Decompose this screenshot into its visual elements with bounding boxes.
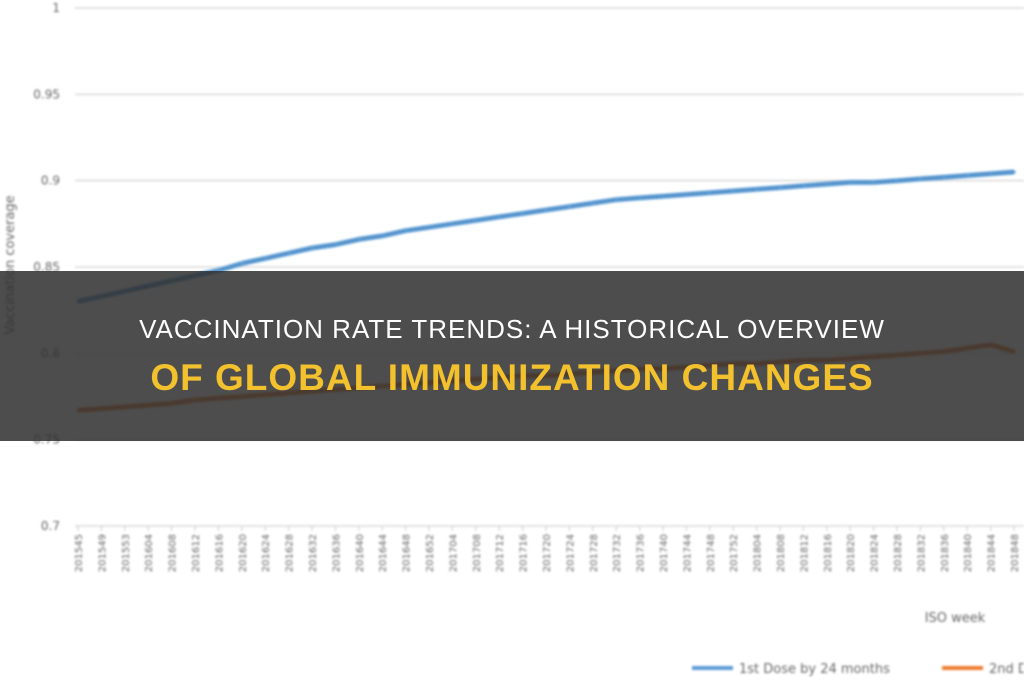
data-point bbox=[778, 186, 782, 190]
y-axis-ticks: 0.70.750.80.850.90.951 bbox=[33, 1, 60, 533]
data-point bbox=[240, 261, 244, 266]
x-tick-label: 201752 bbox=[729, 534, 740, 572]
data-point bbox=[661, 194, 665, 198]
y-tick-label: 1 bbox=[52, 1, 60, 15]
x-tick-label: 201604 bbox=[144, 534, 155, 572]
data-point bbox=[825, 182, 829, 186]
x-tick-label: 201620 bbox=[238, 534, 249, 572]
x-tick-label: 201748 bbox=[706, 534, 717, 572]
data-point bbox=[614, 198, 618, 202]
x-tick-label: 201624 bbox=[261, 534, 272, 572]
data-point bbox=[497, 215, 501, 219]
x-tick-label: 201652 bbox=[425, 534, 436, 572]
legend-label-second-dose: 2nd D bbox=[989, 662, 1024, 677]
x-tick-label: 201708 bbox=[472, 534, 483, 572]
data-point bbox=[287, 251, 291, 255]
data-point bbox=[708, 191, 712, 195]
x-tick-label: 201616 bbox=[214, 534, 225, 572]
data-point bbox=[755, 187, 759, 191]
x-tick-label: 201848 bbox=[1010, 534, 1021, 572]
data-point bbox=[333, 243, 337, 247]
x-tick-label: 201808 bbox=[776, 534, 787, 572]
x-tick-label: 201632 bbox=[308, 534, 319, 572]
x-tick-label: 201832 bbox=[916, 534, 927, 572]
x-tick-label: 201549 bbox=[97, 534, 108, 572]
data-point bbox=[801, 184, 806, 188]
x-tick-label: 201724 bbox=[565, 534, 576, 572]
x-tick-label: 201744 bbox=[682, 534, 693, 572]
data-point bbox=[404, 229, 408, 233]
data-point bbox=[731, 189, 735, 193]
x-tick-label: 201720 bbox=[542, 534, 553, 572]
x-tick-label: 201612 bbox=[191, 534, 202, 572]
legend: 1st Dose by 24 months 2nd D bbox=[692, 662, 1024, 677]
y-tick-label: 0.85 bbox=[33, 260, 60, 274]
data-point bbox=[684, 192, 689, 197]
data-point bbox=[380, 234, 384, 238]
data-point bbox=[263, 256, 267, 260]
data-point bbox=[638, 196, 642, 200]
x-tick-label: 201732 bbox=[612, 534, 623, 572]
x-tick-label: 201844 bbox=[987, 534, 998, 572]
data-point bbox=[942, 175, 946, 179]
data-point bbox=[427, 225, 431, 229]
x-tick-label: 201840 bbox=[963, 534, 974, 572]
x-tick-label: 201636 bbox=[331, 534, 342, 572]
data-point bbox=[872, 180, 876, 184]
data-point bbox=[918, 177, 923, 181]
x-tick-label: 201553 bbox=[121, 534, 132, 572]
x-tick-label: 201608 bbox=[168, 534, 179, 572]
banner-title-line-2: Of Global Immunization Changes bbox=[150, 356, 874, 398]
data-point bbox=[965, 173, 969, 178]
data-point bbox=[450, 222, 454, 226]
data-point bbox=[591, 201, 595, 205]
data-point bbox=[544, 208, 548, 212]
x-tick-label: 201820 bbox=[846, 534, 857, 572]
x-tick-label: 201740 bbox=[659, 534, 670, 572]
data-point bbox=[895, 179, 899, 183]
data-point bbox=[1012, 170, 1016, 174]
x-tick-label: 201644 bbox=[378, 534, 389, 572]
x-tick-label: 201736 bbox=[636, 534, 647, 572]
data-point bbox=[474, 218, 478, 222]
data-point bbox=[567, 205, 572, 209]
x-tick-label: 201704 bbox=[448, 534, 459, 572]
data-point bbox=[989, 172, 993, 176]
legend-label-first-dose: 1st Dose by 24 months bbox=[739, 662, 890, 677]
banner-title-line-1: Vaccination Rate Trends: A Historical Ov… bbox=[139, 313, 885, 344]
x-tick-label: 201648 bbox=[402, 534, 413, 572]
data-point bbox=[848, 180, 852, 184]
gridlines bbox=[75, 7, 1024, 527]
x-tick-label: 201712 bbox=[495, 534, 506, 572]
x-tick-label: 201836 bbox=[940, 534, 951, 572]
x-axis-ticks: 201545 201549 201553 201604 201608 201612 2016… bbox=[74, 526, 1021, 572]
x-tick-label: 201804 bbox=[753, 534, 764, 572]
title-banner: Vaccination Rate Trends: A Historical Ov… bbox=[0, 271, 1024, 441]
x-tick-label: 201628 bbox=[285, 534, 296, 572]
y-tick-label: 0.95 bbox=[33, 87, 60, 101]
x-tick-label: 201824 bbox=[870, 534, 881, 572]
x-tick-label: 201716 bbox=[519, 534, 530, 572]
y-tick-label: 0.7 bbox=[41, 519, 60, 533]
x-tick-label: 201816 bbox=[823, 534, 834, 572]
data-point bbox=[521, 211, 525, 216]
x-tick-label: 201812 bbox=[799, 534, 810, 572]
x-tick-label: 201545 bbox=[74, 534, 85, 572]
data-point bbox=[310, 246, 314, 250]
x-axis-title: ISO week bbox=[925, 611, 986, 626]
x-tick-label: 201640 bbox=[355, 534, 366, 572]
y-tick-label: 0.9 bbox=[41, 174, 60, 188]
x-tick-label: 201828 bbox=[893, 534, 904, 572]
x-tick-label: 201728 bbox=[589, 534, 600, 572]
data-point bbox=[357, 237, 361, 241]
